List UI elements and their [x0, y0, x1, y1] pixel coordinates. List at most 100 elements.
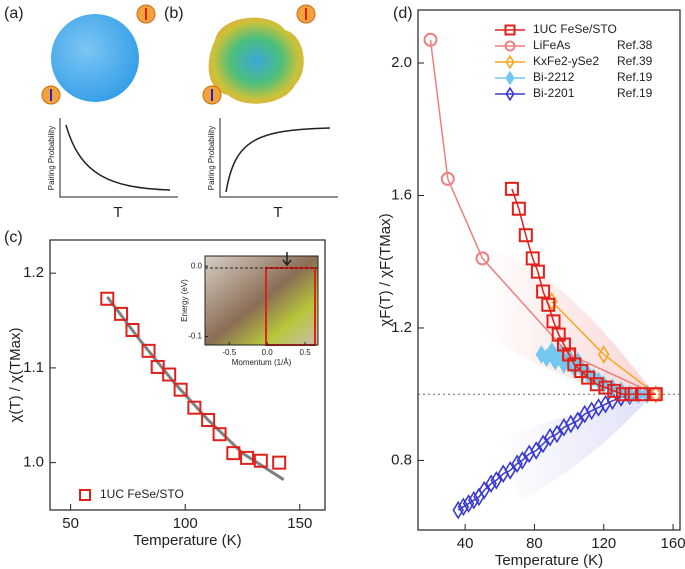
marker	[462, 494, 475, 513]
fermi-sphere	[51, 14, 139, 102]
marker	[598, 345, 610, 364]
y-tick-label: 1.0	[23, 454, 44, 471]
marker	[572, 411, 584, 431]
plot-frame	[417, 9, 681, 531]
panel-label: (b)	[164, 5, 184, 22]
y-tick-label: 1.2	[391, 319, 412, 336]
marker	[125, 323, 140, 337]
plot-frame	[49, 239, 326, 511]
schematic-b	[202, 4, 338, 198]
marker	[490, 470, 503, 490]
legend-label: 1UC FeSe/STO	[533, 22, 617, 36]
panel-label: (c)	[4, 229, 23, 246]
inset-x-tick-label: 0.0	[262, 348, 274, 357]
schematic-a	[41, 4, 178, 198]
marker	[478, 480, 490, 500]
marker	[530, 441, 542, 460]
marker	[504, 461, 516, 480]
legend-ref: Ref.19	[617, 70, 653, 84]
axes	[59, 118, 178, 198]
marker	[485, 474, 497, 493]
inset-y-tick-label: 0.0	[191, 261, 203, 270]
x-axis-label: Temperature (K)	[495, 552, 603, 569]
marker	[607, 383, 622, 398]
marker	[511, 201, 526, 216]
marker	[173, 382, 188, 397]
marker	[530, 264, 545, 279]
y-tick-label: 1.6	[391, 186, 412, 203]
inset	[205, 252, 318, 346]
axis-label: T	[273, 204, 282, 221]
x-tick-label: 160	[661, 535, 685, 552]
marker	[598, 380, 613, 395]
marker	[150, 359, 165, 374]
marker	[141, 343, 156, 358]
curve	[225, 127, 331, 193]
marker	[518, 228, 533, 243]
curve	[65, 124, 171, 191]
series-line	[457, 393, 648, 511]
marker	[541, 297, 556, 312]
marker	[201, 413, 216, 427]
inset-y-label: Energy (eV)	[180, 279, 189, 322]
marker	[457, 497, 470, 517]
marker	[440, 171, 455, 186]
marker	[226, 446, 241, 461]
marker	[648, 387, 663, 402]
marker	[468, 490, 480, 510]
y-tick-label: 1.2	[23, 264, 44, 281]
axis-label: Pairing Probability	[47, 126, 56, 190]
axis-label: Pairing Probability	[207, 126, 216, 190]
inset-x-tick-label: 0.5	[300, 348, 312, 357]
marker	[551, 424, 563, 444]
arrow	[282, 252, 292, 267]
marker	[650, 384, 662, 404]
marker	[162, 367, 177, 382]
marker	[423, 32, 438, 47]
x-tick-label: 40	[457, 535, 474, 552]
marker	[240, 450, 255, 465]
shaded-region	[480, 250, 654, 394]
arpes-image	[205, 256, 318, 345]
panel-label: (a)	[4, 5, 24, 22]
marker	[100, 291, 115, 306]
inset-x-label: Momentum (1/Å)	[232, 358, 292, 367]
series-line	[429, 39, 657, 395]
legend-label: Bi-2201	[533, 86, 575, 100]
x-tick-label: 50	[62, 515, 79, 532]
series-line	[551, 300, 657, 395]
inset-y-tick-label: -0.1	[188, 332, 202, 341]
legend-label: 1UC FeSe/STO	[100, 487, 184, 501]
y-axis-label: χF(T) / χF(TMax)	[377, 213, 394, 326]
marker	[475, 251, 490, 266]
marker	[272, 455, 287, 470]
axes	[219, 118, 338, 198]
marker	[537, 434, 549, 454]
legend-marker	[505, 70, 515, 86]
marker	[452, 500, 464, 520]
marker	[504, 181, 519, 196]
legend-ref: Ref.38	[617, 38, 653, 52]
axis-label: T	[113, 204, 122, 221]
legend-label: KxFe2-ySe2	[533, 54, 599, 68]
y-axis-label: χ(T) / χ(TMax)	[7, 328, 24, 423]
marker	[634, 387, 649, 402]
marker	[187, 400, 202, 415]
x-tick-label: 120	[591, 535, 616, 552]
legend-label: LiFeAs	[533, 38, 570, 52]
legend-marker	[504, 40, 516, 52]
marker	[516, 451, 529, 470]
x-tick-label: 100	[173, 515, 198, 532]
inset-frame	[204, 255, 319, 346]
marker	[589, 377, 604, 392]
fermi-surface	[208, 17, 304, 104]
y-tick-label: 0.8	[391, 451, 412, 468]
x-tick-label: 80	[526, 535, 543, 552]
legend-label: Bi-2212	[533, 70, 575, 84]
marker	[606, 391, 619, 411]
legend-ref: Ref.19	[617, 86, 653, 100]
legend-marker	[79, 489, 91, 501]
shaded-region	[500, 393, 654, 500]
marker	[536, 284, 551, 299]
